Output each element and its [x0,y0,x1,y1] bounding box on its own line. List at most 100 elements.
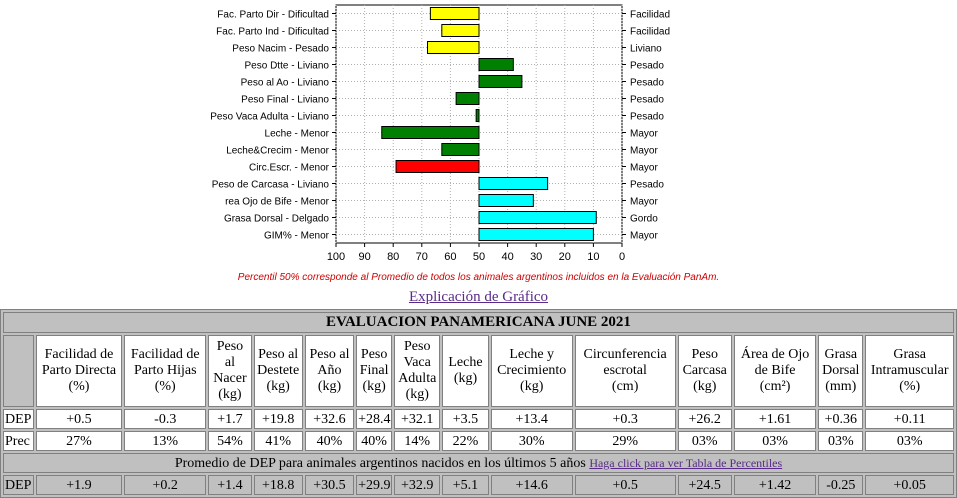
percentile-bar [381,126,480,139]
column-header-line: Leche y [509,347,555,362]
column-header-line: Carcasa [682,363,727,378]
row-left-label: GIM% - Menor [264,231,330,242]
prec-cell: 03% [677,431,732,451]
row-right-label: Facilidad [630,10,670,21]
percentile-bar [478,194,534,207]
x-tick-label: 10 [587,251,599,263]
prec-cell: 41% [253,431,303,451]
row-right-label: Mayor [630,231,658,242]
dep-cell: +26.2 [677,409,732,429]
column-header: Peso al Nacer (kg) [208,335,252,407]
column-header-line: Parto Directa [41,363,117,378]
row-left-label: Fac. Parto Dir - Dificultad [217,10,329,21]
chart-note: Percentil 50% corresponde al Promedio de… [237,272,720,283]
avg-dep-cell: +5.1 [442,475,489,495]
percentile-bar [429,7,480,20]
row-left-label: Grasa Dorsal - Delgado [224,214,329,225]
x-tick-label: 100 [327,251,345,263]
prec-cell: 13% [124,431,207,451]
x-tick-label: 50 [473,251,485,263]
dep-cell: -0.3 [124,409,207,429]
column-header-line: (kg) [362,379,386,394]
prec-cell: 14% [394,431,441,451]
percentile-bar [478,211,597,224]
row-right-label: Mayor [630,146,658,157]
column-header-line: Peso al [258,347,299,362]
row-left-label: rea Ojo de Bife - Menor [225,197,330,208]
column-header: Peso Vaca Adulta (kg) [394,335,441,407]
row-left-label: Peso Vaca Adulta - Liviano [210,112,329,123]
column-header: Circunferencia escrotal (cm) [574,335,676,407]
column-header-line: (%) [899,379,921,394]
row-left-label: Leche - Menor [265,129,330,140]
column-header-line: Peso [691,347,718,362]
row-left-label: Peso Dtte - Liviano [245,61,330,72]
column-header: Leche y Crecimiento (kg) [490,335,573,407]
chart-explanation-link[interactable]: Explicación de Gráfico [408,289,549,305]
column-header-line: (kg) [453,371,478,386]
column-header-line: Nacer [213,371,247,386]
column-header-line: (cm) [611,379,639,394]
column-header: Peso al Destete (kg) [253,335,303,407]
avg-dep-cell: +0.5 [574,475,676,495]
column-header-line: Destete [257,363,300,378]
column-header-line: Leche [448,355,483,370]
percentile-bar [478,58,514,71]
column-header-line: Parto Hijas [133,363,197,378]
column-header-line: Facilidad de [44,347,114,362]
dep-cell: +0.11 [865,409,954,429]
x-tick-label: 80 [387,251,399,263]
dep-cell: +32.1 [394,409,441,429]
column-header: Facilidad de Parto Directa (%) [35,335,123,407]
promedio-text: Promedio de DEP para animales argentinos… [174,455,586,471]
column-header-line: (kg) [520,379,544,394]
dep-cell: +13.4 [490,409,573,429]
column-header: Peso Final (kg) [356,335,393,407]
dep-cell: +32.6 [304,409,355,429]
column-header-line: Adulta [398,371,437,386]
column-header-line: (kg) [693,379,717,394]
percentile-bar [441,24,480,37]
prec-cell: 03% [818,431,864,451]
column-header-line: Crecimiento [497,363,567,378]
column-header-line: (kg) [317,379,342,394]
prec-row-label: Prec [3,431,34,451]
row-left-label: Fac. Parto Ind - Dificultad [216,27,329,38]
row-left-label: Peso al Ao - Liviano [241,78,330,89]
row-right-label: Pesado [630,95,664,106]
prec-cell: 40% [356,431,393,451]
column-header: Grasa Intramuscular (%) [865,335,954,407]
percentile-bar [441,143,480,156]
row-left-label: Circ.Escr. - Menor [249,163,330,174]
column-header-line: Vaca [403,355,431,370]
prec-cell: 29% [574,431,676,451]
row-right-label: Pesado [630,180,664,191]
avg-dep-cell: +32.9 [394,475,441,495]
table-title: EVALUACION PANAMERICANA JUNE 2021 [3,312,954,333]
row-right-label: Pesado [630,78,664,89]
row-right-label: Mayor [630,197,658,208]
percentile-chart: 100 90 80 70 60 50 40 30 20 10 0 Fac. Parto Dir - D… [210,4,670,263]
column-header-line: Peso [360,347,388,362]
row-right-label: Pesado [630,61,664,72]
avg-dep-cell: +1.4 [208,475,252,495]
x-tick-label: 30 [530,251,542,263]
row-left-label: Peso Nacim - Pesado [232,44,329,55]
prec-cell: 22% [442,431,489,451]
column-header-line: (mm) [825,379,857,394]
percentile-bar [478,177,549,190]
prec-cell: 03% [865,431,954,451]
column-header: Grasa Dorsal (mm) [818,335,864,407]
avg-dep-cell: +24.5 [677,475,732,495]
column-header-line: de Bife [754,363,796,378]
percentiles-table-link[interactable]: Haga click para ver Tabla de Percentiles [589,455,783,470]
column-header-line: Dorsal [822,363,860,378]
avg-dep-cell: -0.25 [818,475,864,495]
percentile-bar [427,41,480,54]
x-tick-label: 0 [619,251,625,263]
column-header-line: Grasa [893,347,927,362]
row-left-label: Leche&Crecim - Menor [226,146,329,157]
dep-cell: +0.3 [574,409,676,429]
column-header-line: (kg) [266,379,290,394]
column-header-line: Circunferencia [583,347,667,362]
